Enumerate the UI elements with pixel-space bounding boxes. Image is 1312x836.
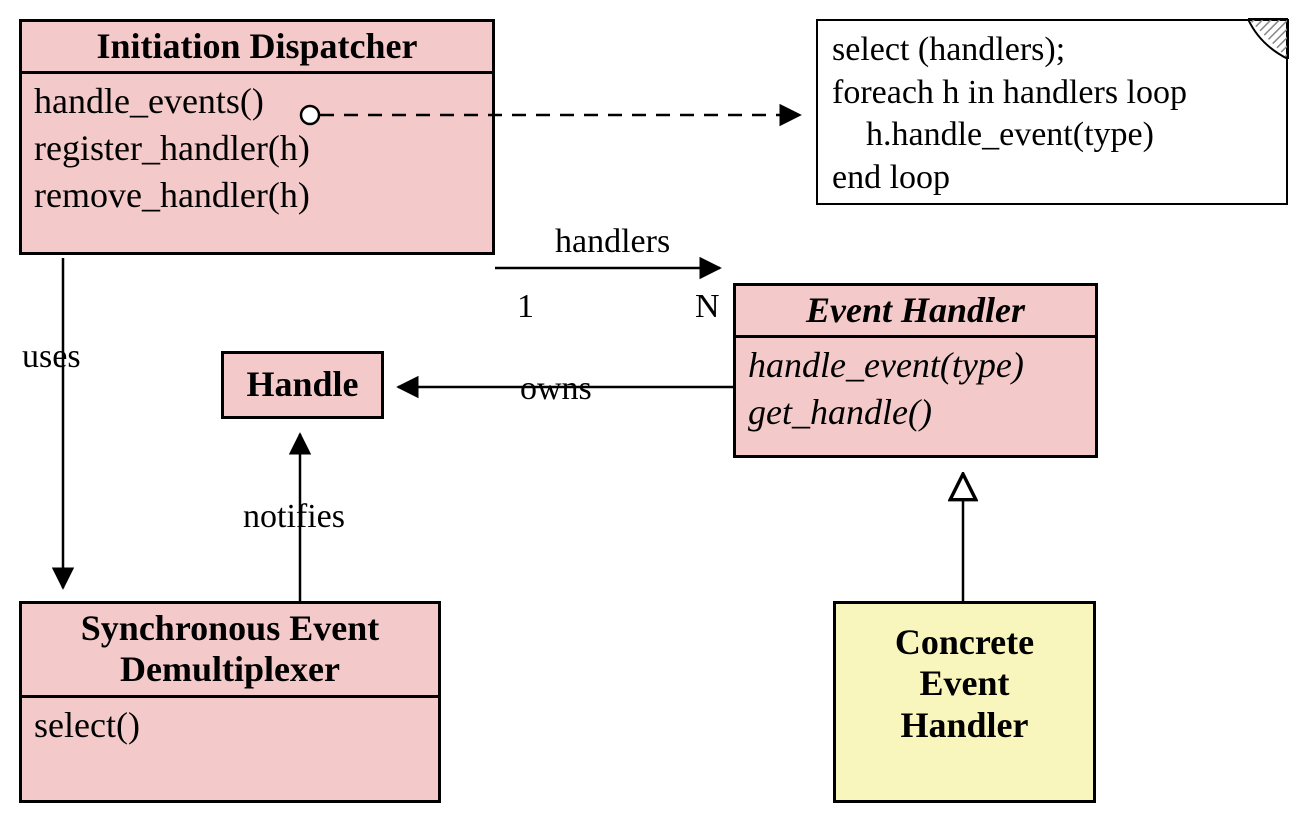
method: get_handle()	[748, 389, 1083, 436]
class-methods: select()	[22, 695, 438, 753]
edge-label-owns: owns	[520, 372, 592, 406]
edge-mult-n: N	[695, 290, 720, 324]
class-methods: handle_events() register_handler(h) remo…	[22, 71, 492, 222]
edge-label-uses: uses	[22, 340, 81, 374]
title-line: Handler	[900, 705, 1028, 745]
note-line: h.handle_event(type)	[832, 114, 1272, 157]
class-methods: handle_event(type) get_handle()	[736, 335, 1095, 440]
uml-diagram: Initiation Dispatcher handle_events() re…	[0, 0, 1312, 836]
title-line: Demultiplexer	[120, 649, 340, 689]
method: remove_handler(h)	[34, 172, 480, 219]
class-event-handler: Event Handler handle_event(type) get_han…	[733, 283, 1098, 458]
note-line: foreach h in handlers loop	[832, 72, 1272, 115]
class-title: Event Handler	[736, 286, 1095, 335]
class-title: Handle	[224, 354, 381, 415]
method: register_handler(h)	[34, 125, 480, 172]
title-line: Synchronous Event	[81, 608, 379, 648]
class-title: Synchronous Event Demultiplexer	[22, 604, 438, 695]
method: handle_event(type)	[748, 342, 1083, 389]
method: select()	[34, 702, 426, 749]
class-title: Initiation Dispatcher	[22, 22, 492, 71]
edge-mult-1: 1	[517, 290, 534, 324]
class-handle: Handle	[221, 351, 384, 419]
class-concrete-handler: Concrete Event Handler	[833, 601, 1096, 803]
title-line: Event	[920, 663, 1010, 703]
method: handle_events()	[34, 78, 480, 125]
class-title: Concrete Event Handler	[836, 604, 1093, 750]
note-line: select (handlers);	[832, 29, 1272, 72]
class-initiation-dispatcher: Initiation Dispatcher handle_events() re…	[19, 19, 495, 255]
edge-label-notifies: notifies	[243, 500, 345, 534]
note-line: end loop	[832, 157, 1272, 200]
edge-label-handlers: handlers	[555, 225, 670, 259]
class-sync-demux: Synchronous Event Demultiplexer select()	[19, 601, 441, 803]
title-line: Concrete	[895, 622, 1034, 662]
uml-note: select (handlers); foreach h in handlers…	[816, 19, 1288, 205]
